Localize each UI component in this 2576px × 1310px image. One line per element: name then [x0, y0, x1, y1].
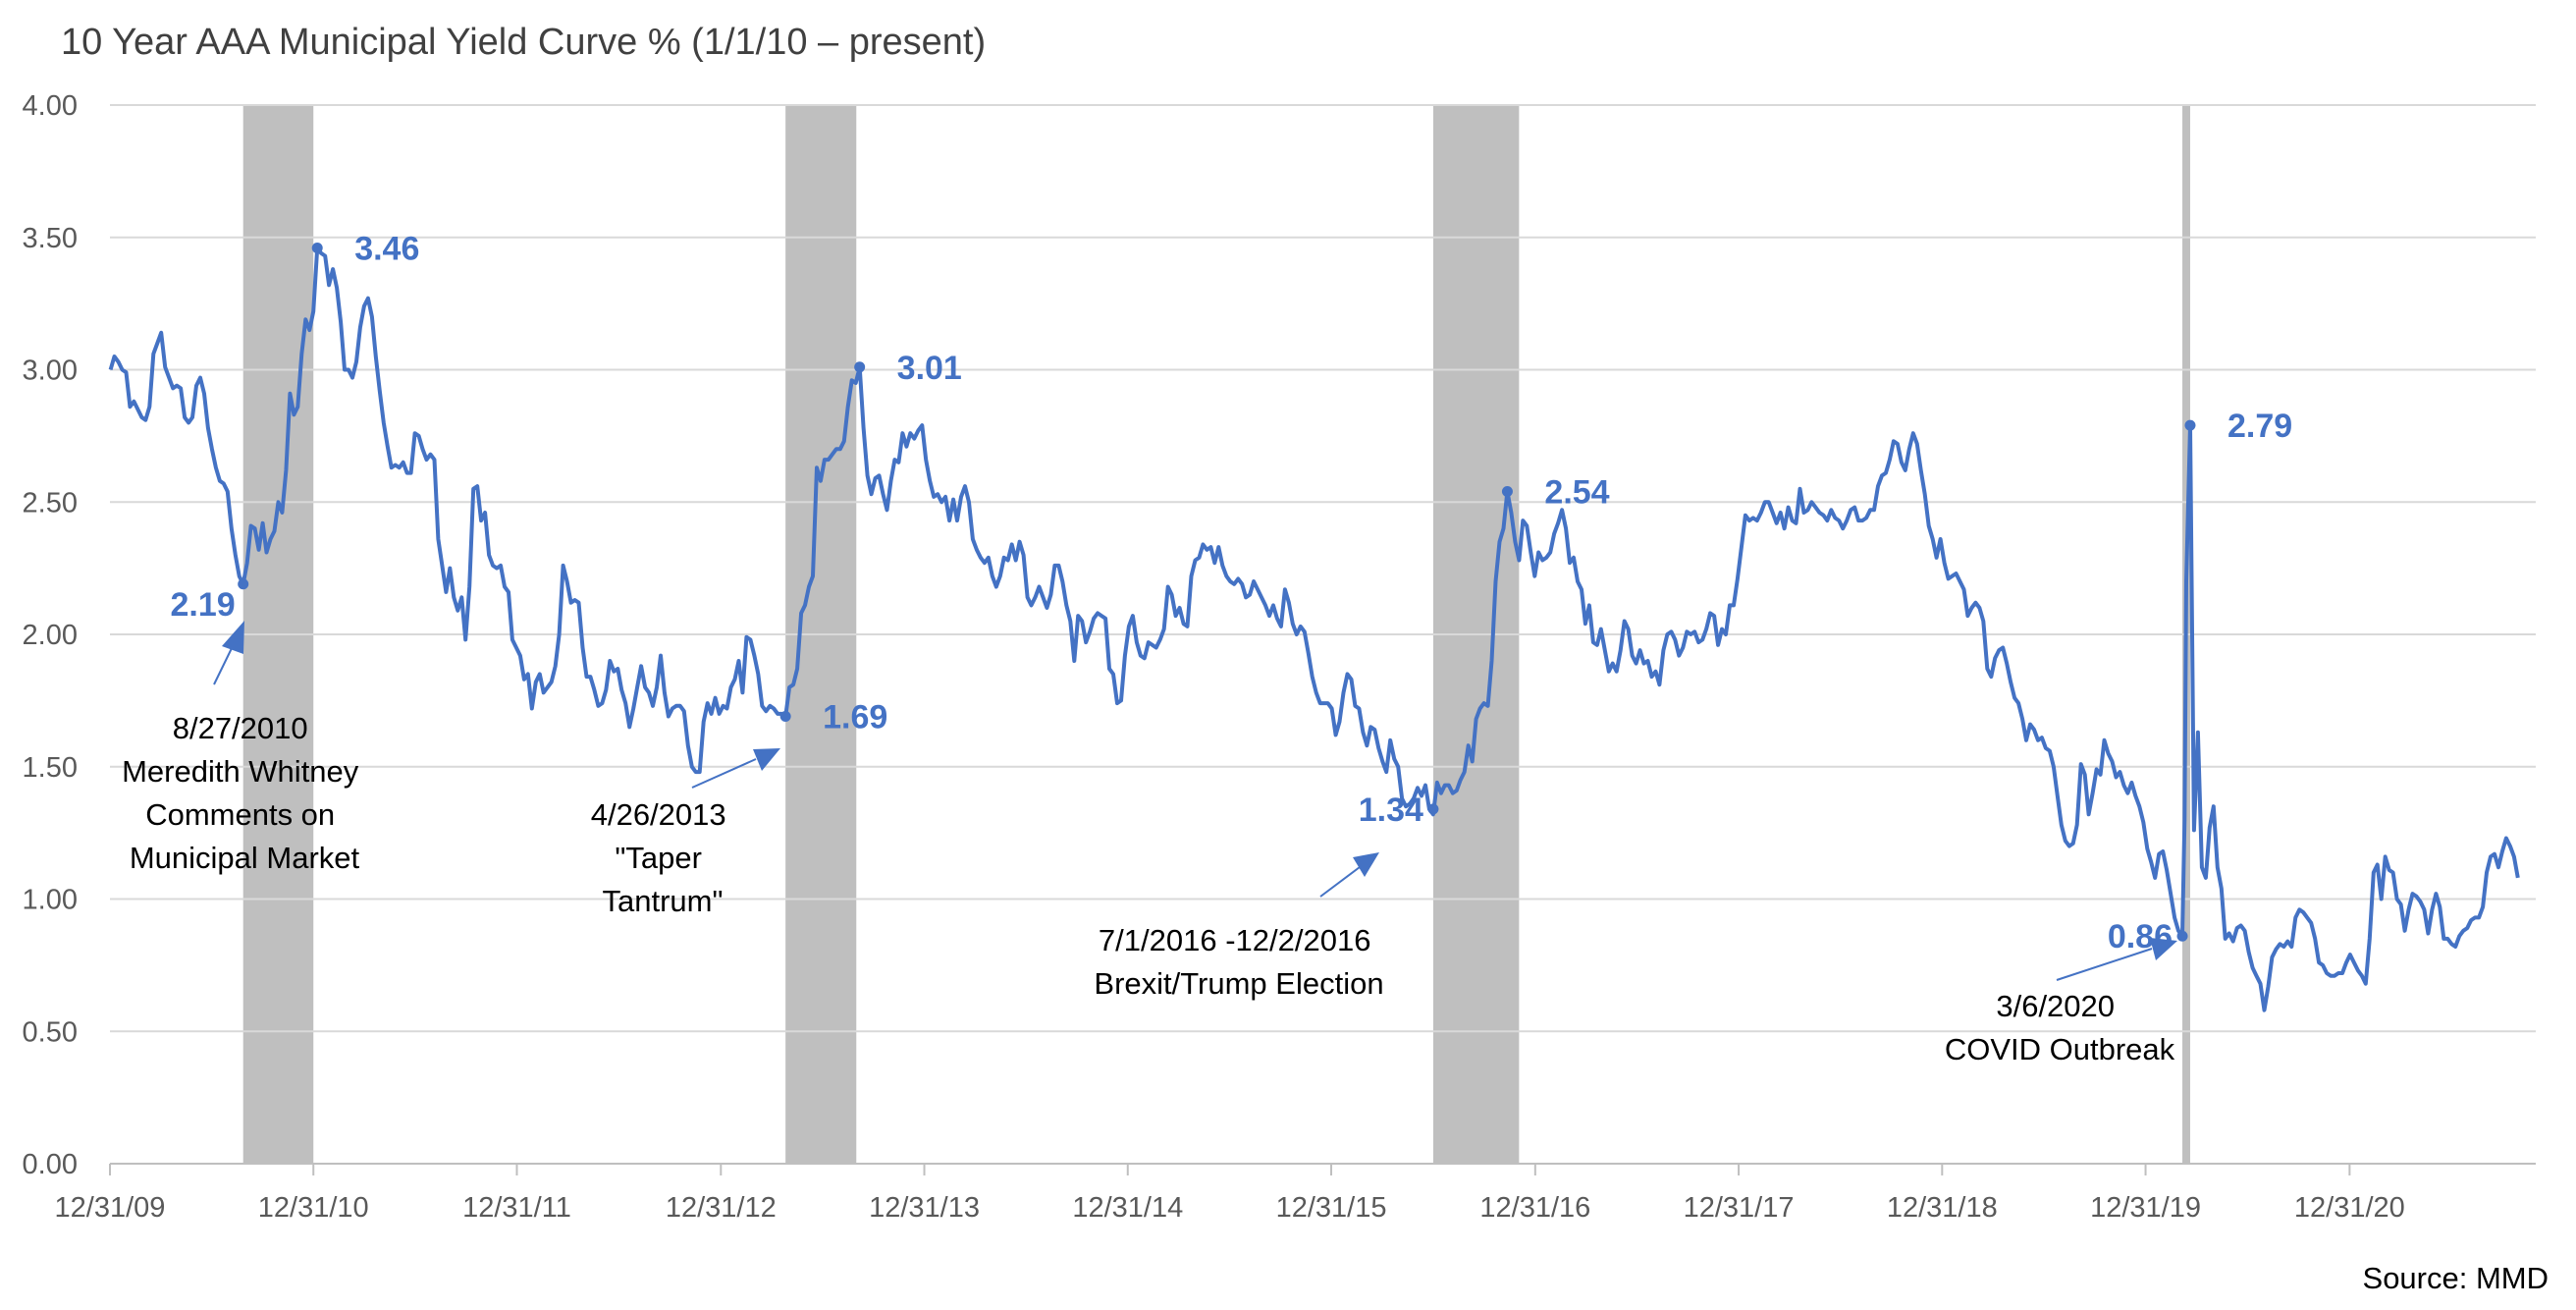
y-tick-label: 0.50	[23, 1016, 78, 1048]
data-point-marker	[1427, 803, 1439, 815]
source-note: Source: MMD	[2363, 1261, 2549, 1295]
annotation-covid-line-1: 3/6/2020	[1996, 989, 2115, 1023]
annotations: 8/27/2010 Meredith Whitney Comments on M…	[122, 621, 2177, 1066]
data-label: 1.34	[1359, 791, 1423, 829]
y-tick-label: 0.00	[23, 1149, 78, 1180]
value-markers	[238, 243, 2196, 942]
x-tick-label: 12/31/17	[1684, 1192, 1795, 1224]
x-tick-label: 12/31/18	[1887, 1192, 1998, 1224]
data-point-marker	[238, 578, 249, 590]
annotation-taper-line-1: 4/26/2013	[591, 797, 726, 832]
y-tick-label: 3.50	[23, 223, 78, 254]
annotation-taper: 4/26/2013 "Taper Tantrum"	[591, 797, 735, 918]
y-tick-label: 4.00	[23, 90, 78, 122]
y-tick-label: 2.00	[23, 620, 78, 651]
annotation-brexit-line-1: 7/1/2016 -12/2/2016	[1099, 923, 1371, 957]
annotation-taper-line-3: Tantrum"	[603, 884, 724, 918]
data-label: 1.69	[823, 699, 887, 737]
data-point-marker	[2184, 419, 2196, 431]
series-group	[108, 246, 2520, 1012]
x-tick-label: 12/31/19	[2090, 1192, 2201, 1224]
annotation-whitney-line-2: Meredith Whitney	[122, 754, 359, 789]
value-labels: 2.193.461.693.011.342.540.862.79	[171, 231, 2293, 956]
data-point-marker	[779, 711, 791, 723]
y-tick-label: 1.00	[23, 885, 78, 916]
annotation-brexit: 7/1/2016 -12/2/2016 Brexit/Trump Electio…	[1094, 923, 1383, 1001]
arrow-covid	[2056, 948, 2153, 981]
arrow-whitney-head	[222, 621, 244, 654]
arrow-brexit	[1319, 866, 1361, 898]
x-tick-label: 12/31/20	[2294, 1192, 2405, 1224]
annotation-covid-line-2: COVID Outbreak	[1945, 1032, 2175, 1066]
chart-title: 10 Year AAA Municipal Yield Curve % (1/1…	[61, 22, 986, 63]
gridlines	[110, 104, 2536, 1033]
x-tick-label: 12/31/09	[55, 1192, 166, 1224]
annotation-brexit-line-2: Brexit/Trump Election	[1094, 966, 1383, 1001]
y-tick-label: 1.50	[23, 752, 78, 784]
x-tick-label: 12/31/10	[258, 1192, 369, 1224]
data-point-marker	[1501, 485, 1513, 497]
annotation-whitney: 8/27/2010 Meredith Whitney Comments on M…	[122, 711, 367, 875]
annotation-whitney-line-3: Comments on	[145, 797, 335, 832]
arrow-taper-head	[753, 748, 780, 771]
data-label: 2.54	[1544, 473, 1609, 511]
x-tick-label: 12/31/14	[1072, 1192, 1183, 1224]
x-tick-label: 12/31/13	[869, 1192, 980, 1224]
arrow-whitney	[213, 643, 235, 685]
data-label: 2.19	[171, 586, 236, 624]
data-label: 3.01	[897, 350, 962, 387]
arrow-covid-head	[2150, 938, 2177, 960]
data-label: 3.46	[354, 231, 419, 268]
series-line-0	[108, 246, 2520, 1012]
annotation-whitney-line-1: 8/27/2010	[173, 711, 308, 745]
x-tick-label: 12/31/15	[1276, 1192, 1387, 1224]
data-point-marker	[854, 361, 866, 373]
data-label: 2.79	[2227, 408, 2292, 445]
data-point-marker	[311, 243, 323, 254]
arrow-brexit-head	[1353, 852, 1379, 877]
arrow-taper	[691, 758, 757, 789]
x-tick-label: 12/31/16	[1479, 1192, 1590, 1224]
annotation-covid: 3/6/2020 COVID Outbreak	[1945, 989, 2175, 1066]
annotation-taper-line-2: "Taper	[615, 841, 702, 875]
y-tick-label: 2.50	[23, 487, 78, 519]
x-axis-ticks: 12/31/09 12/31/10 12/31/11 12/31/12 12/31/13…	[55, 1164, 2405, 1224]
data-point-marker	[2176, 930, 2188, 942]
x-tick-label: 12/31/11	[462, 1192, 571, 1224]
y-tick-label: 3.00	[23, 355, 78, 387]
x-tick-label: 12/31/12	[666, 1192, 777, 1224]
y-axis-ticks: 0.00 0.50 1.00 1.50 2.00 2.50 3.00 3.50 4.00	[23, 90, 78, 1180]
annotation-whitney-line-4: Municipal Market	[130, 841, 360, 875]
